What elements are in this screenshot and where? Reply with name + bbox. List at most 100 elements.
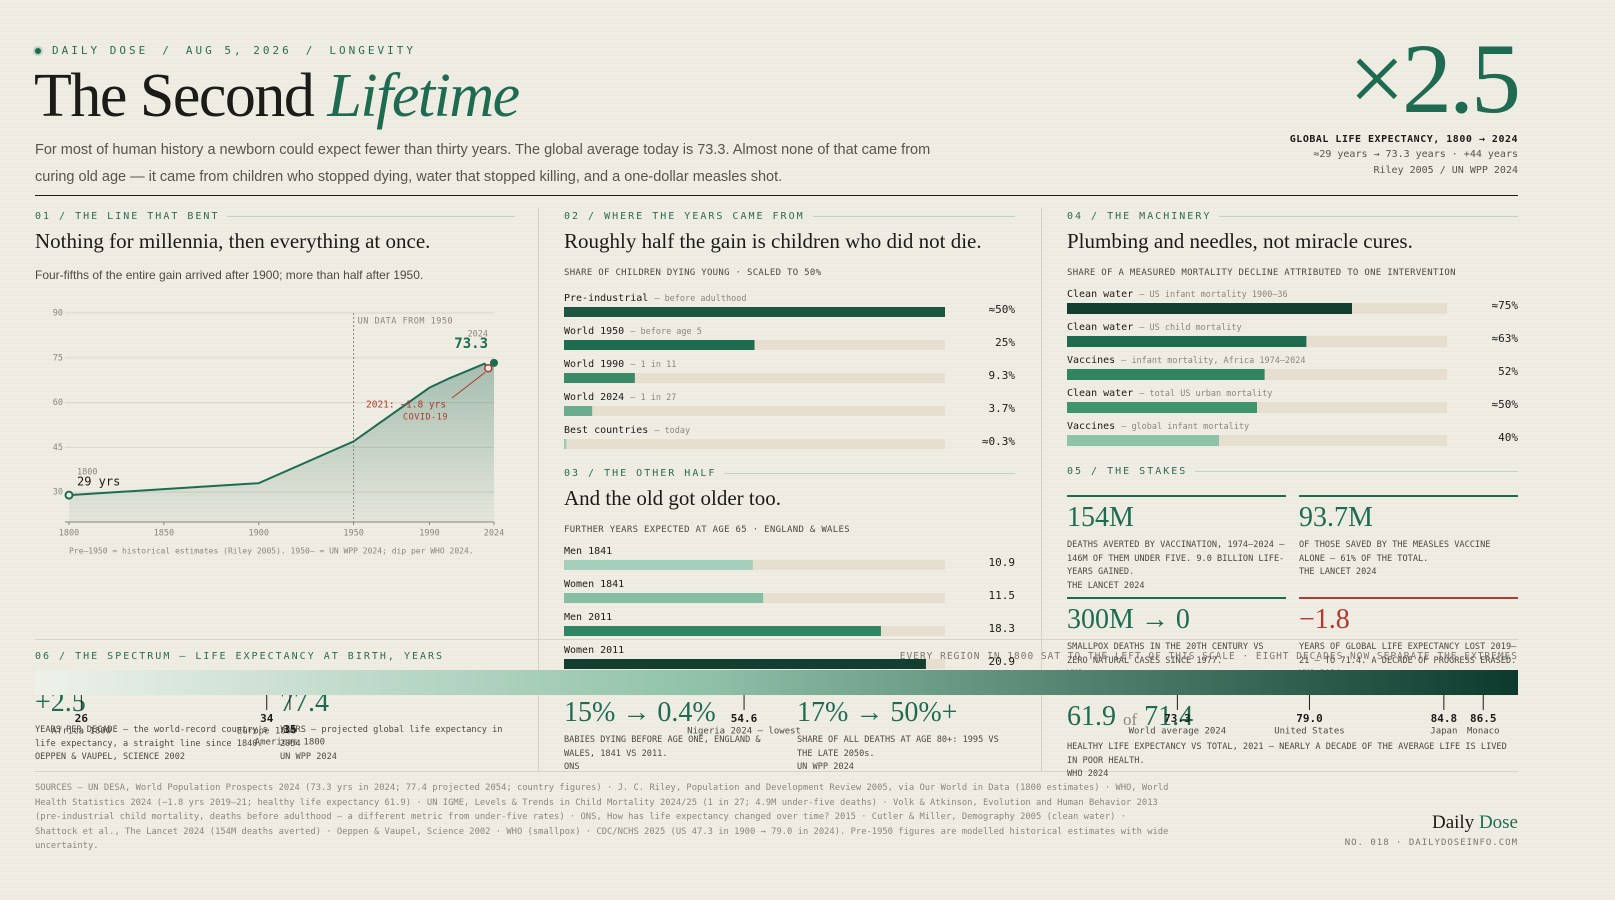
bar-value: 40%	[1498, 431, 1518, 444]
bar	[564, 340, 755, 350]
label-rule	[724, 473, 1015, 474]
bar-value: ≈50%	[989, 303, 1016, 316]
bar	[1067, 402, 1257, 413]
bar-label: Vaccines — infant mortality, Africa 1974…	[1067, 355, 1305, 366]
card-text: DEATHS AVERTED BY VACCINATION, 1974–2024…	[1067, 540, 1285, 577]
bar	[1067, 369, 1265, 380]
dip-connector	[451, 371, 486, 399]
end-point	[490, 358, 498, 367]
card-text: SHARE OF ALL DEATHS AT AGE 80+: 1995 VS …	[797, 735, 999, 759]
stat-card: 15% → 0.4% BABIES DYING BEFORE AGE ONE, E…	[564, 696, 784, 775]
bar	[564, 659, 926, 669]
card-text: SMALLPOX DEATHS IN THE 20TH CENTURY VS Z…	[1067, 642, 1264, 666]
bar-label: Best countries — today	[564, 425, 690, 436]
bar-note: — global infant mortality	[1121, 422, 1249, 432]
y-tick-label: 45	[53, 443, 63, 453]
card-value: +2.5	[35, 686, 270, 720]
section-label: 04 / THE MACHINERY	[1067, 211, 1518, 222]
bar-name: Men 2011	[564, 612, 612, 623]
y-tick-label: 60	[53, 398, 63, 408]
stat-detail: ≈29 years → 73.3 years · +44 years	[1313, 149, 1518, 160]
section-label: 01 / THE LINE THAT BENT	[35, 211, 515, 222]
bar	[564, 406, 593, 416]
section-label-text: 01 / THE LINE THAT BENT	[35, 211, 220, 222]
bar-label: Men 2011	[564, 612, 612, 623]
bar-value: 52%	[1498, 365, 1518, 378]
bar-track	[564, 373, 945, 383]
bar-label: Clean water — US child mortality	[1067, 322, 1242, 333]
bar-label: Women 1841	[564, 579, 624, 590]
x-tick-label: 1990	[419, 529, 439, 539]
bar-track	[1067, 303, 1447, 314]
bar-value: ≈0.3%	[982, 435, 1015, 448]
card-text: HEALTHY LIFE EXPECTANCY VS TOTAL, 2021 —…	[1067, 742, 1507, 766]
bar-label: World 1950 — before age 5	[564, 326, 702, 337]
bar	[564, 593, 764, 603]
card-text: YEARS — projected global life expectancy…	[280, 725, 503, 749]
section-sub: Four-fifths of the entire gain arrived a…	[35, 268, 424, 282]
card-value-text: 17% → 50%+	[797, 697, 958, 728]
bar-name: World 1990	[564, 359, 624, 370]
card-joiner: of	[1123, 710, 1138, 729]
section-label-text: 05 / THE STAKES	[1067, 466, 1188, 477]
section-label: 02 / WHERE THE YEARS CAME FROM	[564, 211, 1015, 222]
bar-label: World 2024 — 1 in 27	[564, 392, 676, 403]
card-source: UN WPP 2024	[797, 762, 854, 772]
bar-name: Clean water	[1067, 388, 1133, 399]
x-tick-label: 1800	[59, 529, 79, 539]
card-source: WHO	[1067, 669, 1083, 679]
card-text: YEARS OF GLOBAL LIFE EXPECTANCY LOST 201…	[1299, 642, 1517, 666]
bar-track	[564, 406, 945, 416]
section-heading: Plumbing and needles, not miracle cures.	[1067, 229, 1413, 253]
bar-track	[1067, 402, 1447, 413]
section-sub: SHARE OF CHILDREN DYING YOUNG · SCALED T…	[564, 268, 822, 278]
big-stat: ×2.5	[1348, 23, 1521, 134]
x-tick-label: 2024	[484, 529, 504, 539]
start-year: 1800	[77, 468, 97, 478]
card-source: THE LANCET 2024	[1067, 580, 1145, 591]
bar-note: — 1 in 11	[630, 360, 676, 370]
bar-note: — before adulthood	[654, 294, 746, 304]
brand: Daily	[1431, 812, 1475, 833]
start-point	[64, 490, 74, 500]
stat-card: 77.4 YEARS — projected global life expect…	[280, 686, 520, 765]
bar-name: Women 2011	[564, 645, 624, 656]
card-value-text: +2.5	[35, 687, 86, 718]
bar-name: World 2024	[564, 392, 624, 403]
bar-label: Men 1841	[564, 546, 612, 557]
section-label-text: 04 / THE MACHINERY	[1067, 211, 1212, 222]
label-rule	[1219, 216, 1518, 217]
bar	[564, 439, 567, 449]
bar-track	[564, 340, 945, 350]
section-label: 06 / THE SPECTRUM — LIFE EXPECTANCY AT B…	[35, 651, 444, 662]
card-value: −1.8	[1299, 603, 1518, 637]
bar	[564, 307, 945, 317]
bar-name: Men 1841	[564, 546, 612, 557]
card-text: OF THOSE SAVED BY THE MEASLES VACCINE AL…	[1299, 540, 1491, 564]
bar-label: Vaccines — global infant mortality	[1067, 421, 1249, 432]
card-source: UN WPP 2024	[280, 752, 337, 762]
card-text: BABIES DYING BEFORE AGE ONE, ENGLAND & W…	[564, 735, 761, 759]
title: The Second Lifetime	[34, 58, 520, 134]
stat-card: 17% → 50%+ SHARE OF ALL DEATHS AT AGE 80+…	[797, 696, 1017, 775]
card-value: 300M → 0	[1067, 603, 1286, 637]
bar-note: — before age 5	[630, 327, 702, 337]
dek: For most of human history a newborn coul…	[35, 142, 931, 185]
bar-name: Vaccines	[1067, 355, 1115, 366]
bar-note: — US infant mortality 1900–36	[1139, 290, 1287, 300]
spectrum-note: EVERY REGION IN 1800 SAT TO THE LEFT OF …	[899, 651, 1518, 662]
bar-label: Clean water — total US urban mortality	[1067, 388, 1272, 399]
bar-name: World 1950	[564, 326, 624, 337]
stat-card: 154M DEATHS AVERTED BY VACCINATION, 1974–…	[1067, 495, 1286, 593]
section-label-text: 03 / THE OTHER HALF	[564, 468, 717, 479]
card-source: ONS	[564, 762, 580, 772]
header-rule	[35, 195, 1518, 196]
stat-label: GLOBAL LIFE EXPECTANCY, 1800 → 2024	[1289, 134, 1518, 145]
bar-note: — today	[654, 426, 690, 436]
card-value-text: 300M → 0	[1067, 604, 1190, 635]
bar-name: Clean water	[1067, 322, 1133, 333]
card-value: 154M	[1067, 501, 1286, 535]
kicker-dot	[33, 46, 43, 56]
kicker-sep: /	[162, 44, 172, 57]
